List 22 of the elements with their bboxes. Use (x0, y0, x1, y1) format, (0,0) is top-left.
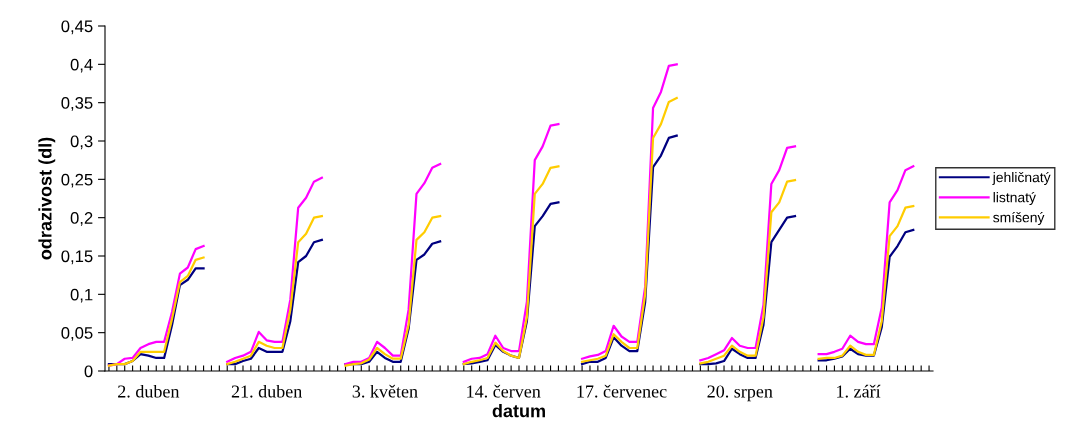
legend-label: smíšený (993, 212, 1045, 226)
x-axis-title: datum (492, 404, 545, 418)
x-tick-label: 2. duben (118, 384, 180, 398)
x-tick-label: 17. červenec (577, 384, 667, 398)
legend-label: listnatý (993, 191, 1036, 206)
y-axis-title: odrazivost (dl) (38, 137, 56, 260)
y-tick-label: 0,1 (70, 288, 93, 303)
y-tick-label: 0,35 (61, 97, 93, 111)
y-tick-label: 0,15 (61, 250, 93, 265)
y-tick-label: 0,45 (61, 20, 93, 35)
y-tick-label: 0,25 (61, 173, 93, 188)
y-tick-label: 0,4 (70, 58, 93, 73)
x-tick-label: 21. duben (231, 384, 302, 398)
x-tick-label: 14. červen (467, 384, 541, 398)
x-tick-label: 20. srpen (707, 385, 773, 402)
y-tick-label: 0,3 (70, 135, 93, 150)
y-tick-label: 0,2 (70, 212, 93, 226)
x-tick-label: 3. květen (352, 384, 418, 398)
y-tick-label: 0 (84, 365, 93, 378)
legend-label: jehličnatý (992, 171, 1051, 185)
x-tick-label: 1. září (837, 384, 881, 398)
y-tick-label: 0,05 (61, 327, 93, 341)
